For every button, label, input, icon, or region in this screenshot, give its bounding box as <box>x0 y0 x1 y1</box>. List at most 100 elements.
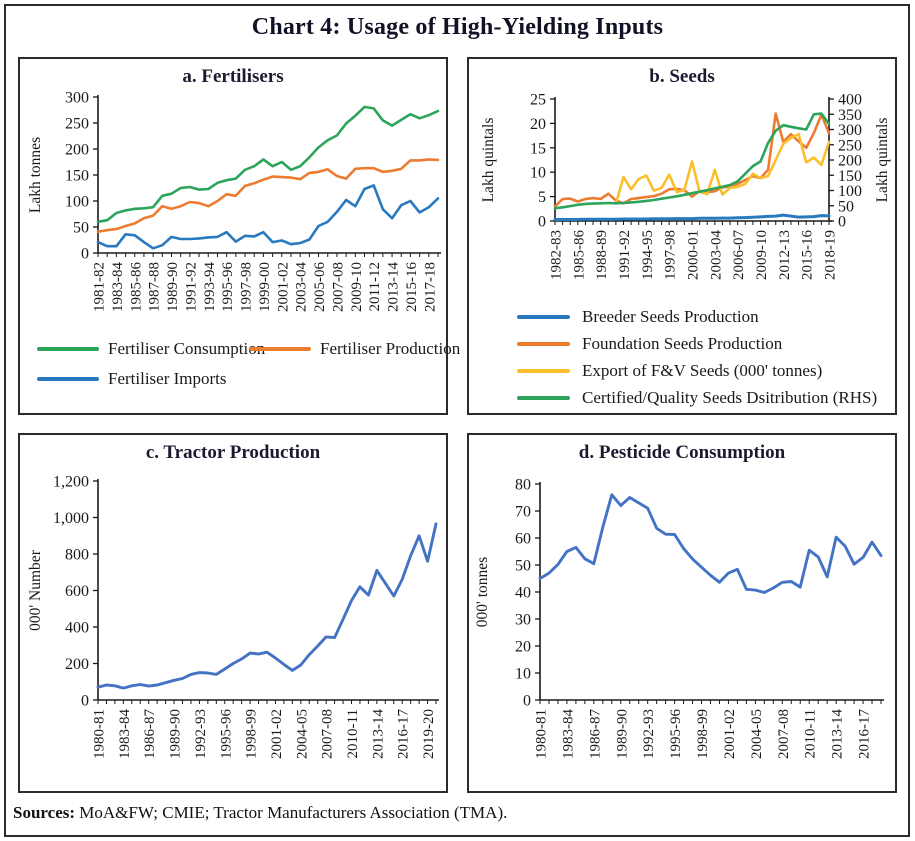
svg-text:1983-84: 1983-84 <box>110 262 126 312</box>
svg-text:10: 10 <box>530 165 546 182</box>
svg-text:1980-81: 1980-81 <box>534 709 550 759</box>
svg-text:15: 15 <box>530 140 546 157</box>
svg-text:150: 150 <box>838 168 862 185</box>
svg-text:1994-95: 1994-95 <box>640 230 656 280</box>
legend-label: Fertiliser Imports <box>108 369 227 388</box>
svg-text:2009-10: 2009-10 <box>754 230 770 280</box>
svg-text:1989-90: 1989-90 <box>614 709 630 759</box>
svg-text:100: 100 <box>65 194 89 211</box>
legend-item-certified-seeds: Certified/Quality Seeds Dsitribution (RH… <box>517 388 895 408</box>
panel-seeds: b. Seeds 0 5 10 15 20 25 0 50 100 150 200 250 300 350… <box>467 57 897 415</box>
sources-text: MoA&FW; CMIE; Tractor Manufacturers Asso… <box>75 803 508 822</box>
svg-text:25: 25 <box>530 92 546 109</box>
svg-text:0: 0 <box>81 246 89 263</box>
panel-tractor-production: c. Tractor Production 0 200 400 600 800 1,000… <box>18 433 448 793</box>
panel-seeds-title: b. Seeds <box>649 66 715 87</box>
svg-text:1997-98: 1997-98 <box>663 230 679 280</box>
svg-text:20: 20 <box>515 639 531 656</box>
svg-text:300: 300 <box>838 122 862 139</box>
svg-text:2003-04: 2003-04 <box>294 262 310 312</box>
orange-line-swatch <box>249 347 311 351</box>
svg-text:1985-86: 1985-86 <box>128 262 144 312</box>
pesticide-consumption-chart: 0 10 20 30 40 50 60 70 80 000' tonnes 1980-81 1983-… <box>474 477 884 759</box>
svg-text:2019-20: 2019-20 <box>421 709 437 759</box>
svg-text:2007-08: 2007-08 <box>776 709 792 759</box>
svg-text:2003-04: 2003-04 <box>708 230 724 280</box>
svg-text:800: 800 <box>65 547 89 564</box>
svg-text:2015-16: 2015-16 <box>404 262 420 312</box>
svg-text:2013-14: 2013-14 <box>386 262 402 312</box>
svg-text:2010-11: 2010-11 <box>345 709 361 758</box>
svg-text:000' Number: 000' Number <box>27 549 44 631</box>
svg-text:1983-84: 1983-84 <box>117 709 133 759</box>
svg-text:200: 200 <box>65 142 89 159</box>
panel-fertilisers: a. Fertilisers 0 50 100 150 200 250 300 Lakh to… <box>18 57 460 415</box>
legend-item-foundation-seeds: Foundation Seeds Production <box>517 334 895 354</box>
svg-text:1980-81: 1980-81 <box>92 709 108 759</box>
svg-text:2011-12: 2011-12 <box>367 262 383 311</box>
svg-text:100: 100 <box>838 183 862 200</box>
svg-text:1999-00: 1999-00 <box>257 262 273 312</box>
svg-text:0: 0 <box>538 214 546 231</box>
svg-text:2005-06: 2005-06 <box>312 262 328 312</box>
svg-text:2018-19: 2018-19 <box>823 230 839 280</box>
svg-text:1983-84: 1983-84 <box>560 709 576 759</box>
svg-text:2001-02: 2001-02 <box>722 709 738 759</box>
svg-text:1998-99: 1998-99 <box>244 709 260 759</box>
legend-label: Breeder Seeds Production <box>582 307 759 326</box>
svg-text:0: 0 <box>81 693 89 710</box>
svg-text:2009-10: 2009-10 <box>349 262 365 312</box>
svg-text:300: 300 <box>65 90 89 107</box>
svg-text:2010-11: 2010-11 <box>803 709 819 758</box>
blue-line-swatch <box>517 315 570 319</box>
figure-title: Chart 4: Usage of High-Yielding Inputs <box>251 14 664 40</box>
svg-text:50: 50 <box>838 198 854 215</box>
svg-text:30: 30 <box>515 612 531 629</box>
svg-text:1986-87: 1986-87 <box>142 709 158 759</box>
svg-text:2016-17: 2016-17 <box>396 709 412 759</box>
svg-text:50: 50 <box>73 220 89 237</box>
svg-text:1989-90: 1989-90 <box>165 262 181 312</box>
sources-note: Sources: MoA&FW; CMIE; Tractor Manufactu… <box>13 803 507 823</box>
svg-text:2015-16: 2015-16 <box>800 230 816 280</box>
svg-text:50: 50 <box>515 558 531 575</box>
legend-item-fertiliser-imports: Fertiliser Imports <box>37 369 249 389</box>
svg-text:150: 150 <box>65 168 89 185</box>
svg-text:1991-92: 1991-92 <box>617 230 633 280</box>
green-line-swatch <box>37 347 99 351</box>
svg-text:80: 80 <box>515 477 531 494</box>
svg-text:Lakh quintals: Lakh quintals <box>874 118 891 203</box>
svg-text:400: 400 <box>838 92 862 109</box>
svg-text:1988-89: 1988-89 <box>594 230 610 280</box>
svg-text:1993-94: 1993-94 <box>202 262 218 312</box>
legend-item-breeder-seeds: Breeder Seeds Production <box>517 307 895 327</box>
svg-text:1991-92: 1991-92 <box>183 262 199 312</box>
legend-item-fertiliser-production: Fertiliser Production <box>249 339 460 359</box>
fertilisers-chart: 0 50 100 150 200 250 300 Lakh tonnes 1981-82 1983… <box>27 90 441 312</box>
svg-text:10: 10 <box>515 666 531 683</box>
blue-line-swatch <box>37 377 99 381</box>
svg-text:200: 200 <box>65 656 89 673</box>
legend-label: Certified/Quality Seeds Dsitribution (RH… <box>582 388 878 407</box>
yellow-line-swatch <box>517 369 570 373</box>
svg-text:0: 0 <box>523 693 531 710</box>
svg-text:600: 600 <box>65 583 89 600</box>
svg-text:250: 250 <box>65 116 89 133</box>
sources-label: Sources: <box>13 803 76 822</box>
svg-text:2016-17: 2016-17 <box>857 709 873 759</box>
tractor-production-chart: 0 200 400 600 800 1,000 1,200 000' Number 1980-8… <box>27 474 439 759</box>
svg-text:2007-08: 2007-08 <box>330 262 346 312</box>
legend-label: Foundation Seeds Production <box>582 334 783 353</box>
svg-text:1997-98: 1997-98 <box>239 262 255 312</box>
panel-tractor-title: c. Tractor Production <box>145 442 321 463</box>
svg-text:2013-14: 2013-14 <box>370 709 386 759</box>
svg-text:1992-93: 1992-93 <box>641 709 657 759</box>
svg-text:2013-14: 2013-14 <box>830 709 846 759</box>
panel-fertilisers-title: a. Fertilisers <box>182 66 284 87</box>
panel-pesticide-consumption: d. Pesticide Consumption 0 10 20 30 40 50 60 70… <box>467 433 897 793</box>
svg-text:250: 250 <box>838 137 862 154</box>
legend-label: Fertiliser Consumption <box>108 339 266 358</box>
svg-text:200: 200 <box>838 153 862 170</box>
svg-text:1995-96: 1995-96 <box>218 709 234 759</box>
